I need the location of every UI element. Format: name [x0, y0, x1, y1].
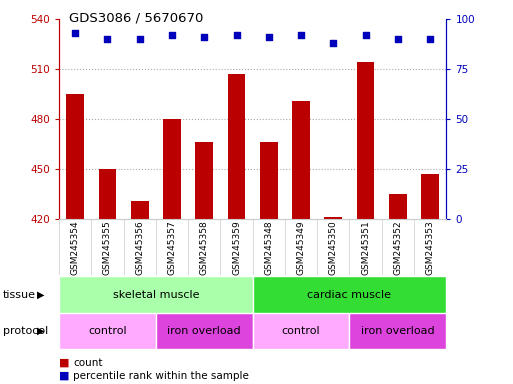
Text: GSM245354: GSM245354	[71, 220, 80, 275]
Text: GSM245359: GSM245359	[232, 220, 241, 275]
Bar	[156, 313, 252, 349]
Bar	[292, 101, 310, 219]
Point	[200, 34, 208, 40]
Text: count: count	[73, 358, 103, 368]
Text: GDS3086 / 5670670: GDS3086 / 5670670	[69, 12, 204, 25]
Text: GSM245356: GSM245356	[135, 220, 144, 275]
Text: control: control	[88, 326, 127, 336]
Point	[71, 30, 79, 36]
Text: GSM245348: GSM245348	[264, 220, 273, 275]
Point	[232, 32, 241, 38]
Bar	[59, 313, 156, 349]
Text: GSM245350: GSM245350	[329, 220, 338, 275]
Text: percentile rank within the sample: percentile rank within the sample	[73, 371, 249, 381]
Point	[103, 36, 111, 42]
Point	[135, 36, 144, 42]
Bar	[357, 63, 374, 219]
Text: skeletal muscle: skeletal muscle	[112, 290, 199, 300]
Text: ▶: ▶	[37, 326, 45, 336]
Bar	[389, 194, 407, 219]
Text: GSM245355: GSM245355	[103, 220, 112, 275]
Bar	[195, 142, 213, 219]
Bar	[260, 142, 278, 219]
Text: control: control	[282, 326, 321, 336]
Text: ▶: ▶	[37, 290, 45, 300]
Bar	[349, 313, 446, 349]
Bar	[252, 313, 349, 349]
Text: ■: ■	[59, 358, 69, 368]
Bar	[131, 200, 149, 219]
Bar	[324, 217, 342, 219]
Text: GSM245353: GSM245353	[426, 220, 435, 275]
Bar	[421, 174, 439, 219]
Text: cardiac muscle: cardiac muscle	[307, 290, 391, 300]
Text: GSM245357: GSM245357	[167, 220, 176, 275]
Text: tissue: tissue	[3, 290, 35, 300]
Bar	[66, 94, 84, 219]
Bar	[228, 74, 245, 219]
Bar	[59, 276, 252, 313]
Text: ■: ■	[59, 371, 69, 381]
Text: GSM245352: GSM245352	[393, 220, 402, 275]
Point	[426, 36, 435, 42]
Text: GSM245351: GSM245351	[361, 220, 370, 275]
Text: GSM245358: GSM245358	[200, 220, 209, 275]
Point	[394, 36, 402, 42]
Text: GSM245349: GSM245349	[297, 220, 306, 275]
Point	[265, 34, 273, 40]
Bar	[252, 276, 446, 313]
Bar	[98, 169, 116, 219]
Bar	[163, 119, 181, 219]
Point	[168, 32, 176, 38]
Point	[329, 40, 338, 46]
Point	[362, 32, 370, 38]
Text: iron overload: iron overload	[361, 326, 435, 336]
Point	[297, 32, 305, 38]
Text: protocol: protocol	[3, 326, 48, 336]
Text: iron overload: iron overload	[167, 326, 241, 336]
